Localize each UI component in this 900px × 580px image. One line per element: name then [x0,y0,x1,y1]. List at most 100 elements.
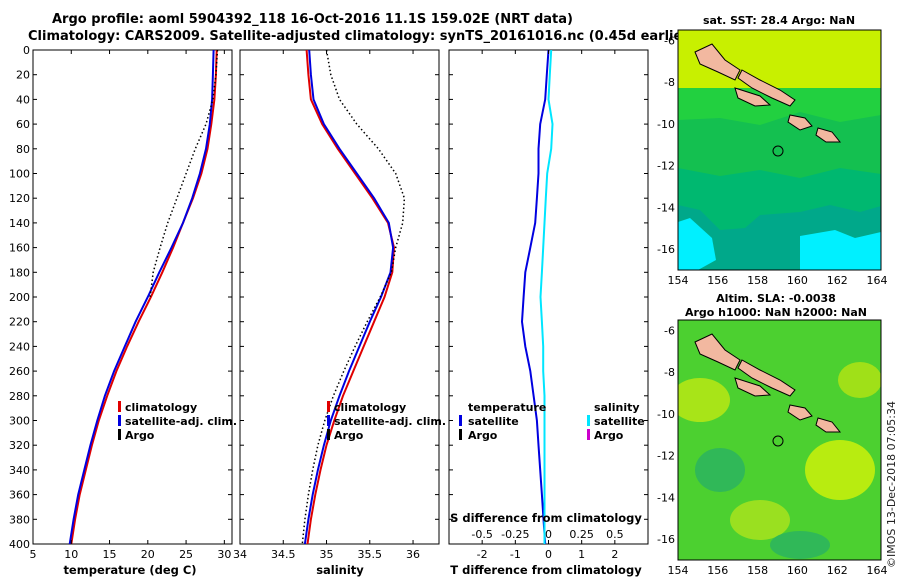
y-tick-label: 0 [23,44,30,57]
argo-location-marker [772,435,784,447]
sla-high-patch [730,500,790,540]
argo-location-marker [772,145,784,157]
map-y-tick-label: -10 [657,118,675,131]
legend-label-salinity-satellite: satellite [594,415,645,428]
y-tick-label: 120 [9,192,30,205]
map-y-tick-label: -16 [657,243,675,256]
legend-title-salinity: salinity [594,401,640,414]
sst-cold-patch-east [800,230,881,270]
y-tick-label: 320 [9,439,30,452]
temperature-legend: climatology satellite-adj. clim. Argo [118,401,237,442]
y-tick-label: 400 [9,538,30,551]
sla-low-patch [770,531,830,559]
y-tick-label: 360 [9,489,30,502]
landmass [694,333,741,371]
x-tick-label: 0 [545,548,552,561]
y-tick-label: 60 [16,118,30,131]
difference-xlabel: T difference from climatology [450,563,642,577]
sla-map-title-line1: Altim. SLA: -0.0038 [716,292,836,305]
sla-high-patch [678,378,730,422]
legend-label-climatology: climatology [125,401,197,414]
x2-tick-label: -0.25 [501,528,529,541]
legend-swatch-satellite [118,415,121,426]
y-tick-label: 20 [16,69,30,82]
x-tick-label: 34 [233,548,247,561]
difference-series [520,50,554,544]
series-line-salinity-satellite [539,50,554,544]
map-y-tick-label: -12 [657,450,675,463]
figure-title-line1: Argo profile: aoml 5904392_118 16-Oct-20… [52,12,573,27]
sst-map-frame [677,29,882,271]
y-tick-label: 380 [9,513,30,526]
series-line-argo [301,50,406,544]
map-x-tick-label: 164 [867,564,888,577]
difference-axes [448,49,649,545]
y-tick-label: 240 [9,340,30,353]
salinity-legend: climatology satellite-adj. clim. Argo [327,401,446,442]
legend-swatch-climatology [327,401,330,412]
sla-high-patch [838,362,881,398]
x2-tick-label: -0.5 [471,528,492,541]
sla-map-field [678,320,881,560]
map-y-tick-label: -6 [664,324,675,337]
salinity-xlabel: salinity [316,563,364,577]
x2-tick-label: 0.5 [606,528,624,541]
y-tick-label: 40 [16,93,30,106]
legend-label-satellite: satellite-adj. clim. [334,415,446,428]
sla-map-frame [677,319,882,561]
map-x-tick-label: 156 [707,564,728,577]
landmass [815,417,842,433]
difference-xlabel2: S difference from climatology [450,511,642,525]
map-y-tick-label: -8 [664,76,675,89]
map-x-tick-label: 156 [707,274,728,287]
y-tick-label: 220 [9,316,30,329]
x-tick-label: 30 [217,548,231,561]
map-x-tick-label: 154 [668,274,689,287]
sla-map-title-line2: Argo h1000: NaN h2000: NaN [685,306,867,319]
salinity-axes [239,49,440,545]
y-tick-label: 80 [16,143,30,156]
x2-tick-label: 0.25 [569,528,594,541]
sst-cold-patch-west [678,218,716,270]
landmass [694,43,741,81]
difference-legend: temperature satellite Argo salinity sate… [459,401,645,442]
legend-swatch-salinity-satellite [587,415,590,426]
landmass [815,127,842,143]
y-tick-label: 280 [9,390,30,403]
x2-tick-label: 0 [545,528,552,541]
x-tick-label: 34.5 [271,548,296,561]
legend-swatch-climatology [118,401,121,412]
x-tick-label: 5 [30,548,37,561]
legend-swatch-temperature-argo [459,429,462,440]
map-y-tick-label: -12 [657,160,675,173]
landmass [737,359,796,397]
legend-swatch-temperature-satellite [459,415,462,426]
x-tick-label: 1 [578,548,585,561]
legend-label-argo: Argo [334,429,364,442]
temperature-series [68,50,219,544]
y-tick-label: 260 [9,365,30,378]
x-tick-label: 25 [179,548,193,561]
landmass [737,69,796,107]
map-y-tick-label: -16 [657,533,675,546]
legend-label-satellite: satellite-adj. clim. [125,415,237,428]
imos-watermark: ©IMOS 13-Dec-2018 07:05:34 [885,401,898,568]
landmass [787,114,813,131]
x-tick-label: 35 [320,548,334,561]
x-tick-label: 35.5 [358,548,383,561]
legend-swatch-salinity-argo [587,429,590,440]
x-tick-label: 10 [64,548,78,561]
map-y-tick-label: -14 [657,491,675,504]
legend-label-temperature-argo: Argo [468,429,498,442]
sst-map-field [678,30,881,270]
sla-high-patch [805,440,875,500]
x-tick-label: 36 [406,548,420,561]
map-x-tick-label: 160 [787,564,808,577]
landmass [787,404,813,421]
map-x-tick-label: 162 [827,274,848,287]
legend-label-climatology: climatology [334,401,406,414]
legend-swatch-argo [327,429,330,440]
map-x-tick-label: 162 [827,564,848,577]
y-tick-label: 100 [9,168,30,181]
landmass [734,87,772,107]
